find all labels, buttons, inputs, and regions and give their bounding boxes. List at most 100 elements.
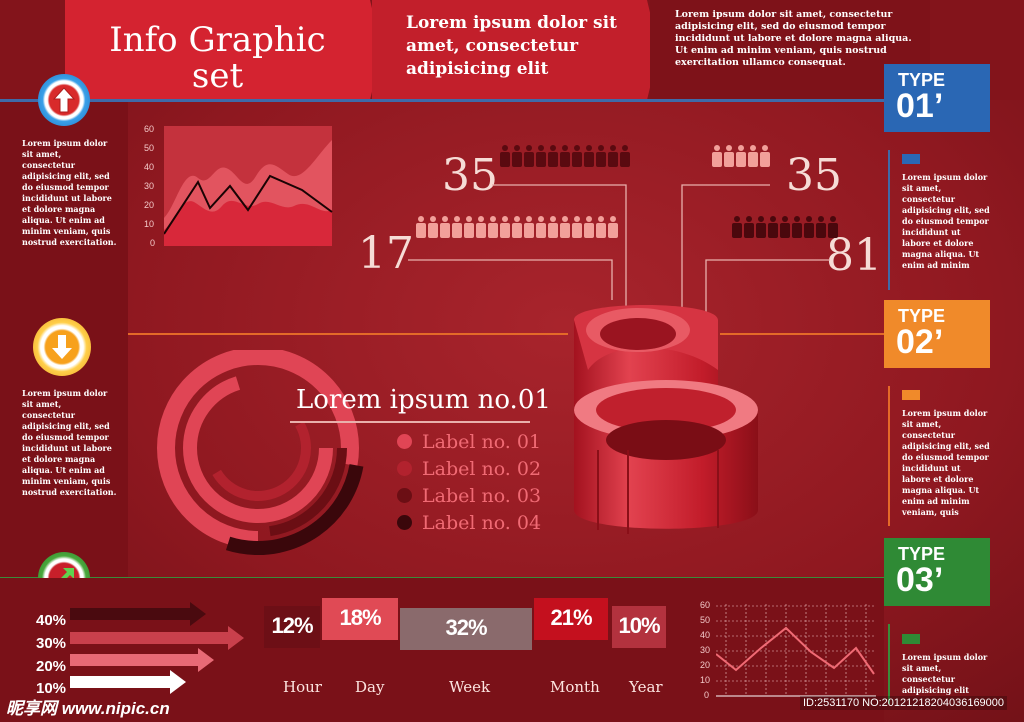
person-icon — [524, 216, 534, 238]
area-y-tick: 0 — [150, 238, 156, 248]
person-icon — [512, 216, 522, 238]
area-y-tick: 60 — [144, 124, 155, 134]
time-stat-box: 21% — [534, 598, 608, 640]
person-icon — [536, 145, 546, 167]
person-icon — [744, 216, 754, 238]
arrow-bars — [70, 602, 244, 694]
type-word: TYPE — [898, 544, 946, 564]
header-body-text: Lorem ipsum dolor sit amet, consectetur … — [675, 9, 912, 68]
type-number: 01’ — [896, 87, 944, 125]
legend-dot — [397, 434, 412, 449]
line-y-tick: 10 — [700, 675, 711, 685]
area-y-tick: 10 — [144, 219, 155, 229]
stat-number: 17 — [358, 228, 414, 279]
header-body-box: Lorem ipsum dolor sit amet, consectetur … — [650, 0, 930, 100]
time-stat-box: 32% — [400, 608, 532, 650]
type-color-swatch — [902, 634, 920, 644]
person-icon — [440, 216, 450, 238]
person-icon — [736, 145, 746, 167]
time-stat-pct: 21% — [550, 605, 592, 630]
person-icon — [548, 216, 558, 238]
time-period-label: Week — [449, 678, 491, 696]
type-text-02: Lorem ipsum dolor sit amet, consectetur … — [902, 408, 990, 517]
subtitle-text: Lorem ipsum dolor sit amet, consectetur … — [406, 13, 617, 79]
person-icon — [464, 216, 474, 238]
left-text-2: Lorem ipsum dolor sit amet, consectetur … — [22, 388, 117, 497]
person-icon — [748, 145, 758, 167]
type-number: 02’ — [896, 323, 944, 361]
area-chart: 60 50 40 30 20 10 0 — [140, 124, 340, 254]
person-icon — [760, 145, 770, 167]
type-tag-02: TYPE 02’ — [884, 300, 990, 368]
line-y-tick: 0 — [704, 690, 710, 700]
person-icon — [780, 216, 790, 238]
person-icon — [524, 145, 534, 167]
donut-legend: Label no. 01 Label no. 02 Label no. 03 L… — [397, 428, 541, 536]
person-icon — [560, 216, 570, 238]
person-icon — [804, 216, 814, 238]
line-y-tick: 50 — [700, 615, 711, 625]
time-stat-pct: 32% — [445, 615, 487, 640]
type-tag-03: TYPE 03’ — [884, 538, 990, 606]
title-line1: Info Graphic — [109, 20, 326, 60]
donut-chart — [151, 350, 365, 555]
stat-number: 35 — [786, 150, 842, 201]
person-icon — [500, 216, 510, 238]
person-icon — [724, 145, 734, 167]
legend-label: Label no. 02 — [422, 457, 542, 480]
person-icon — [560, 145, 570, 167]
type-word: TYPE — [898, 70, 946, 90]
person-icon — [452, 216, 462, 238]
line-y-tick: 30 — [700, 645, 711, 655]
orange-divider-right — [720, 333, 885, 335]
time-stat-pct: 18% — [339, 605, 381, 630]
people-group — [732, 216, 838, 238]
people-group — [500, 145, 630, 167]
type-word: TYPE — [898, 306, 946, 326]
legend-item: Label no. 04 — [397, 509, 541, 536]
time-period-label: Month — [550, 678, 600, 696]
type-text-01: Lorem ipsum dolor sit amet, consectetur … — [902, 172, 990, 270]
blue-divider — [0, 99, 900, 102]
type-tag-01: TYPE 01’ — [884, 64, 990, 132]
subtitle-box: Lorem ipsum dolor sit amet, consectetur … — [372, 0, 647, 100]
bar-label: 10% — [36, 680, 67, 697]
people-group — [416, 216, 618, 238]
person-icon — [548, 145, 558, 167]
bar-label: 40% — [36, 612, 67, 629]
arrow-down-icon — [33, 318, 91, 376]
watermark-id: ID:2531170 NO:20121218204036169000 — [800, 696, 1008, 710]
person-icon — [512, 145, 522, 167]
green-vertical-line — [888, 624, 890, 704]
bar-label: 20% — [36, 658, 67, 675]
line-y-tick: 60 — [700, 600, 711, 610]
time-stat-pct: 12% — [271, 613, 313, 638]
time-stat-pct: 10% — [618, 613, 660, 638]
area-y-tick: 20 — [144, 200, 155, 210]
legend-dot — [397, 461, 412, 476]
type-color-swatch — [902, 154, 920, 164]
person-icon — [500, 145, 510, 167]
left-text-1: Lorem ipsum dolor sit amet, consectetur … — [22, 138, 117, 247]
time-stat-box: 12% — [264, 606, 320, 648]
time-period-label: Day — [355, 678, 385, 696]
title-line2: set — [191, 56, 244, 96]
person-icon — [608, 216, 618, 238]
person-icon — [584, 216, 594, 238]
type-color-swatch — [902, 390, 920, 400]
stat-number: 81 — [826, 230, 882, 281]
blue-vertical-line — [888, 150, 890, 290]
type-number: 03’ — [896, 561, 944, 599]
legend-dot — [397, 488, 412, 503]
bottom-band — [0, 578, 884, 722]
time-stat-box: 18% — [322, 598, 398, 640]
person-icon — [572, 145, 582, 167]
line-y-tick: 20 — [700, 660, 711, 670]
person-icon — [608, 145, 618, 167]
time-stat-box: 10% — [612, 606, 666, 648]
person-icon — [792, 216, 802, 238]
people-group — [712, 145, 770, 167]
person-icon — [620, 145, 630, 167]
area-y-tick: 30 — [144, 181, 155, 191]
area-y-tick: 40 — [144, 162, 155, 172]
